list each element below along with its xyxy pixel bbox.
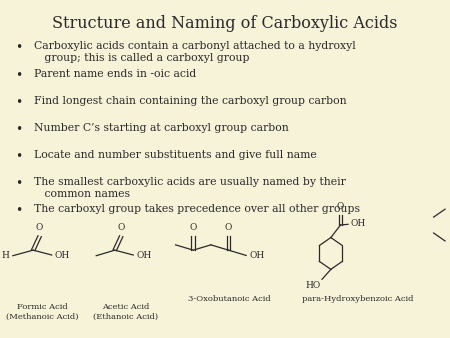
Text: Formic Acid
(Methanoic Acid): Formic Acid (Methanoic Acid) [6,303,78,321]
Text: •: • [15,204,23,217]
Text: O: O [36,223,43,232]
Text: Parent name ends in -oic acid: Parent name ends in -oic acid [35,69,197,79]
Text: The carboxyl group takes precedence over all other groups: The carboxyl group takes precedence over… [35,204,360,214]
Text: 3-Oxobutanoic Acid: 3-Oxobutanoic Acid [188,295,271,303]
Text: Number C’s starting at carboxyl group carbon: Number C’s starting at carboxyl group ca… [35,123,289,133]
Text: •: • [15,150,23,163]
Text: Acetic Acid
(Ethanoic Acid): Acetic Acid (Ethanoic Acid) [93,303,158,321]
Text: •: • [15,69,23,82]
Text: Find longest chain containing the carboxyl group carbon: Find longest chain containing the carbox… [35,96,347,106]
Text: O: O [225,223,232,232]
Text: Carboxylic acids contain a carbonyl attached to a hydroxyl
   group; this is cal: Carboxylic acids contain a carbonyl atta… [35,42,356,64]
Text: •: • [15,177,23,190]
Text: HO: HO [306,281,321,290]
Text: •: • [15,96,23,109]
Text: Locate and number substituents and give full name: Locate and number substituents and give … [35,150,317,160]
Text: •: • [15,123,23,136]
Text: O: O [117,223,125,232]
Text: Structure and Naming of Carboxylic Acids: Structure and Naming of Carboxylic Acids [52,15,398,32]
Text: •: • [15,42,23,54]
Text: para‑Hydroxybenzoic Acid: para‑Hydroxybenzoic Acid [302,295,413,303]
Text: OH: OH [350,219,365,228]
Text: H: H [1,251,9,260]
Text: O: O [189,223,197,232]
Text: O: O [337,202,344,211]
Text: OH: OH [136,250,152,260]
Text: OH: OH [249,251,265,260]
Text: OH: OH [55,250,70,260]
Text: The smallest carboxylic acids are usually named by their
   common names: The smallest carboxylic acids are usuall… [35,177,346,199]
